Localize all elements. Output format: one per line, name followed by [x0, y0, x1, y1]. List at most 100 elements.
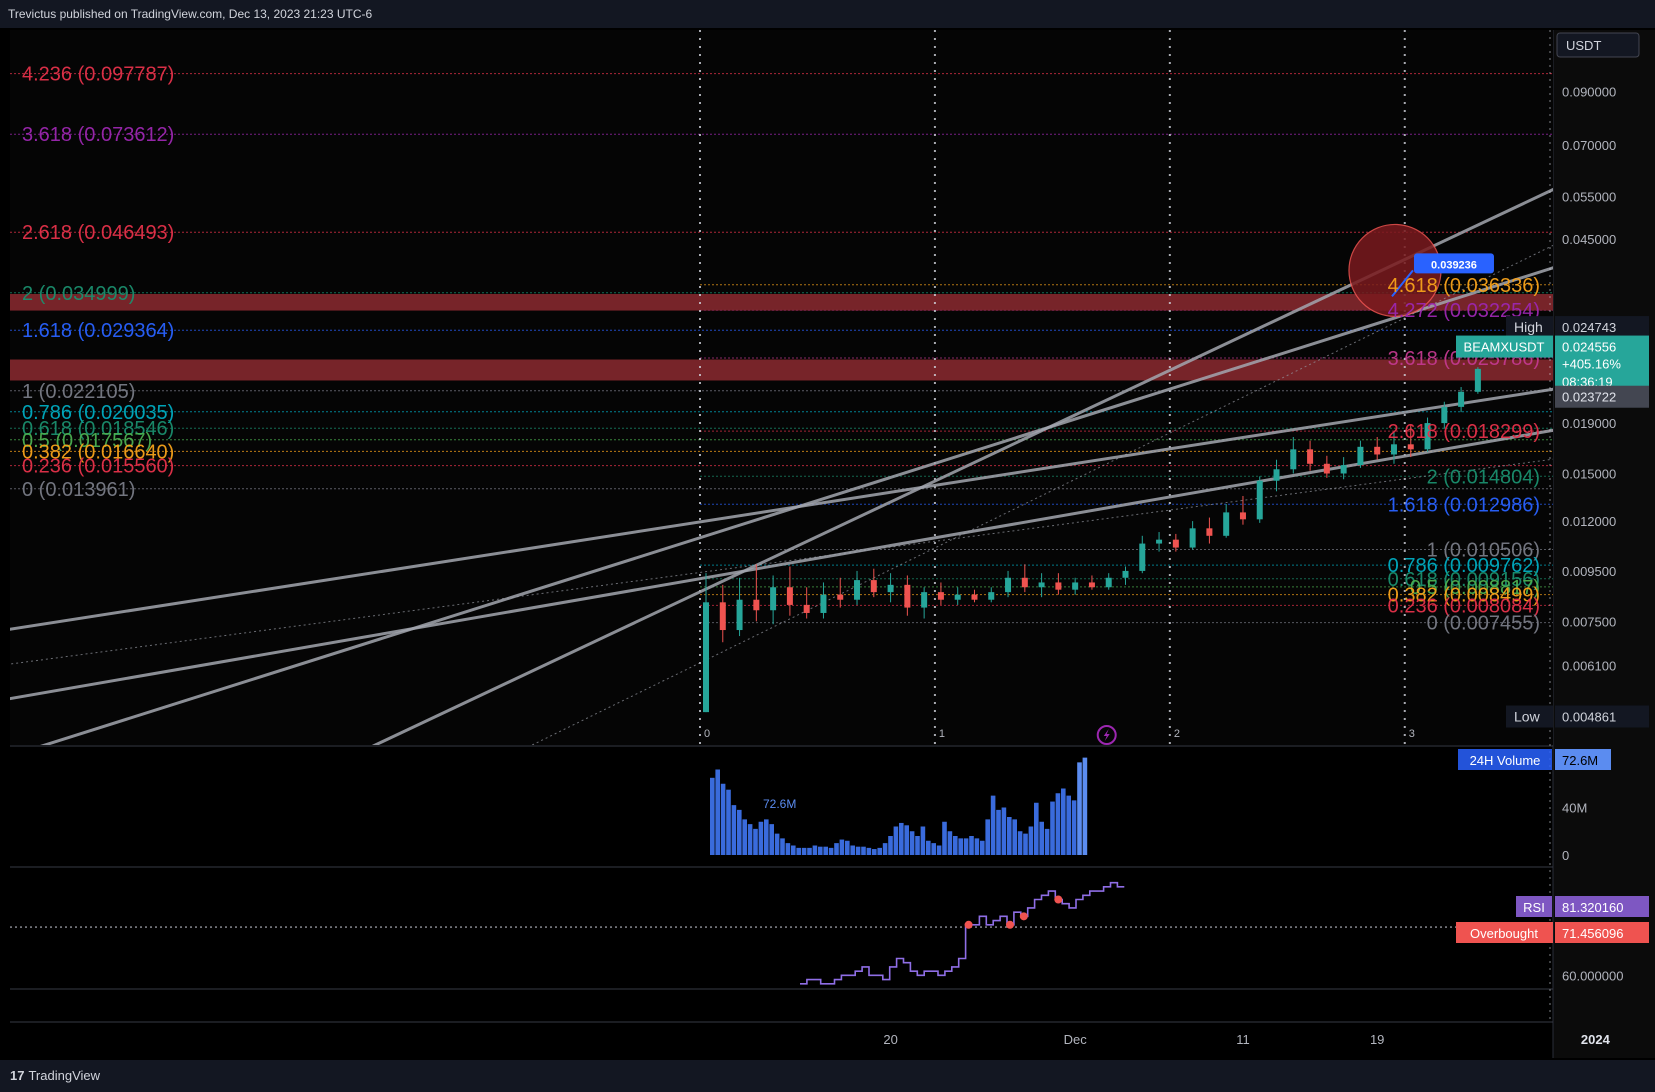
volume-bar-66 — [1066, 795, 1071, 855]
volume-bar-39 — [920, 826, 926, 855]
rsi-value-bg — [1555, 896, 1649, 917]
volume-bar-54 — [1001, 807, 1007, 855]
currency-label: USDT — [1566, 38, 1601, 53]
volume-bar-58 — [1023, 833, 1028, 855]
fib-right-label-3: 2.618 (0.018299) — [1388, 421, 1540, 443]
overbought-label-bg — [1456, 922, 1553, 943]
volume-bar-46 — [958, 838, 963, 855]
volume-value: 72.6M — [1562, 753, 1598, 768]
fib-left-label-11: 0 (0.013961) — [22, 479, 135, 501]
volume-bar-67 — [1071, 800, 1077, 855]
volume-bar-43 — [942, 821, 947, 855]
volume-bar-4 — [731, 805, 737, 855]
fib-left-label-7: 0.618 (0.018546) — [22, 418, 174, 440]
volume-tick-0: 40M — [1562, 801, 1587, 816]
volume-bar-29 — [866, 847, 872, 855]
candle-body-10 — [870, 580, 877, 593]
chart-canvas[interactable]: 0 1 2 3 4.236 (0.097787) 3.618 (0.073612) 2.61… — [0, 0, 1655, 1060]
high-label-bg — [1506, 316, 1553, 339]
symbol-tag-bg — [1456, 335, 1553, 358]
fib-left-label-4: 1.618 (0.029364) — [22, 320, 174, 342]
candle-body-30 — [1206, 528, 1213, 536]
price-tick-8: 0.007500 — [1562, 614, 1616, 629]
price-axis-panel — [1553, 30, 1655, 1058]
volume-bar-60 — [1034, 802, 1039, 855]
volume-bar-10 — [764, 819, 769, 855]
high-value-bg — [1555, 316, 1649, 339]
fib-left-label-3: 2 (0.034999) — [22, 283, 135, 305]
tradingview-logo[interactable]: 17 TradingView — [10, 1068, 100, 1083]
candle-body-24 — [1105, 577, 1112, 588]
volume-bar-56 — [1012, 819, 1017, 855]
candle-body-25 — [1122, 570, 1129, 578]
volume-bar-53 — [996, 809, 1001, 855]
target-pointer — [1391, 269, 1414, 298]
target-badge: 0.039236 — [1413, 253, 1494, 274]
low-value-bg — [1555, 705, 1649, 728]
time-axis: 20 Dec 11 19 2024 — [883, 1032, 1610, 1047]
price-tick-3: 0.045000 — [1562, 232, 1616, 247]
candle-body-39 — [1357, 446, 1364, 466]
cycle-label-3: 3 — [1409, 728, 1415, 740]
candle-body-36 — [1307, 449, 1314, 464]
volume-bar-30 — [872, 849, 877, 855]
candle-body-6 — [803, 604, 810, 613]
price-tick-2: 0.055000 — [1562, 189, 1616, 204]
fib-left-label-0: 4.236 (0.097787) — [22, 64, 174, 86]
volume-bar-51 — [985, 819, 990, 855]
low-label-bg — [1506, 705, 1553, 728]
candle-body-45 — [1458, 391, 1465, 407]
fib-left-label-10: 0.236 (0.015560) — [22, 456, 174, 478]
main-bg — [10, 30, 1553, 745]
candle-body-33 — [1256, 480, 1263, 520]
volume-title-bg — [1458, 749, 1552, 770]
candle-body-20 — [1038, 582, 1045, 588]
candle-body-1 — [719, 602, 726, 631]
volume-bar-1 — [715, 769, 720, 855]
rsi-signal-dot-2 — [1019, 912, 1028, 921]
volume-bar-17 — [801, 847, 807, 855]
volume-bar-31 — [877, 847, 882, 855]
volume-bar-15 — [791, 845, 796, 855]
volume-bar-26 — [850, 845, 855, 855]
fib-left-label-6: 0.786 (0.020035) — [22, 402, 174, 424]
candle-body-2 — [736, 599, 743, 631]
price-tick-4: 0.019000 — [1562, 416, 1616, 431]
cycle-label-0: 0 — [704, 728, 710, 740]
volume-bar-68 — [1077, 762, 1082, 855]
candle-body-46 — [1474, 368, 1481, 392]
price-tick-7: 0.009500 — [1562, 564, 1616, 579]
candle-body-15 — [954, 594, 961, 600]
volume-bar-57 — [1017, 831, 1023, 855]
candle-body-32 — [1239, 512, 1246, 520]
rsi-signal-dot-1 — [1006, 920, 1014, 929]
time-tick-2: 11 — [1236, 1032, 1250, 1047]
volume-bar-40 — [926, 840, 931, 855]
price-tick-9: 0.006100 — [1562, 658, 1616, 673]
channel-line-3 — [371, 187, 1553, 745]
volume-bar-45 — [953, 836, 958, 855]
volume-bar-34 — [893, 826, 899, 855]
volume-bar-11 — [769, 824, 774, 855]
candle-body-31 — [1223, 512, 1230, 536]
volume-bar-62 — [1044, 828, 1050, 855]
volume-bar-59 — [1028, 826, 1034, 855]
volume-value-bg — [1555, 749, 1611, 770]
candle-body-40 — [1374, 446, 1381, 455]
channel-line-0 — [10, 387, 1553, 631]
volume-bar-18 — [807, 847, 812, 855]
main-chart: 0 1 2 3 4.236 (0.097787) 3.618 (0.073612) 2.61… — [10, 30, 1553, 745]
fib-right-label-5: 1.618 (0.012986) — [1388, 494, 1540, 516]
candle-body-42 — [1407, 444, 1414, 450]
fib-right-label-1: 4.272 (0.032254) — [1388, 300, 1540, 322]
volume-bar-14 — [785, 843, 791, 855]
candles — [703, 367, 1481, 713]
volume-bar-9 — [758, 821, 764, 855]
candle-body-37 — [1323, 463, 1330, 474]
fib-left-label-1: 3.618 (0.073612) — [22, 124, 174, 146]
rsi-title: RSI — [1523, 900, 1545, 915]
candle-body-29 — [1189, 528, 1196, 548]
volume-bar-63 — [1050, 801, 1055, 855]
resistance-zone-0 — [10, 294, 1553, 311]
candle-body-3 — [753, 599, 760, 611]
